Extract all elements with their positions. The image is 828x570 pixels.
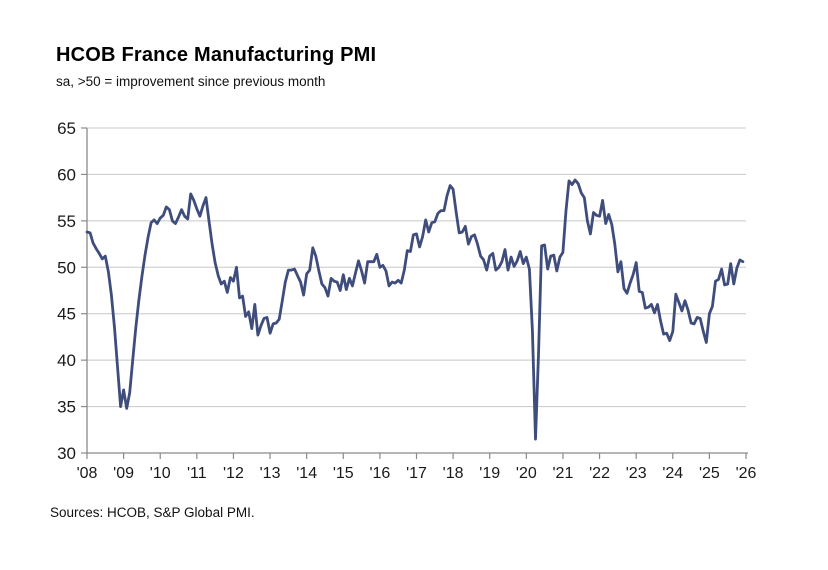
chart-subtitle: sa, >50 = improvement since previous mon… [56,74,326,89]
x-tick-label: '19 [479,465,500,482]
x-tick-label: '09 [113,465,134,482]
y-tick-label: 55 [57,212,76,231]
x-tick-label: '14 [296,465,317,482]
x-tick-label: '12 [223,465,244,482]
y-tick-label: 45 [57,305,76,324]
chart-source: Sources: HCOB, S&P Global PMI. [50,505,255,520]
x-tick-label: '23 [626,465,647,482]
y-tick-label: 50 [57,258,76,277]
x-tick-label: '08 [77,465,98,482]
x-tick-label: '17 [406,465,427,482]
x-tick-label: '18 [443,465,464,482]
x-tick-label: '22 [589,465,610,482]
x-tick-label: '15 [333,465,354,482]
y-tick-label: 35 [57,398,76,417]
x-tick-label: '11 [187,465,207,482]
x-tick-label: '21 [553,465,574,482]
y-tick-label: 40 [57,351,76,370]
y-tick-label: 60 [57,165,76,184]
x-tick-label: '16 [369,465,390,482]
x-tick-label: '26 [736,465,757,482]
x-tick-label: '24 [662,465,683,482]
x-tick-label: '25 [699,465,720,482]
x-tick-label: '13 [260,465,281,482]
y-tick-label: 30 [57,444,76,463]
chart-title: HCOB France Manufacturing PMI [56,44,377,66]
pmi-line [85,178,745,441]
x-tick-label: '20 [516,465,537,482]
x-tick-label: '10 [150,465,171,482]
y-tick-label: 65 [57,119,76,138]
